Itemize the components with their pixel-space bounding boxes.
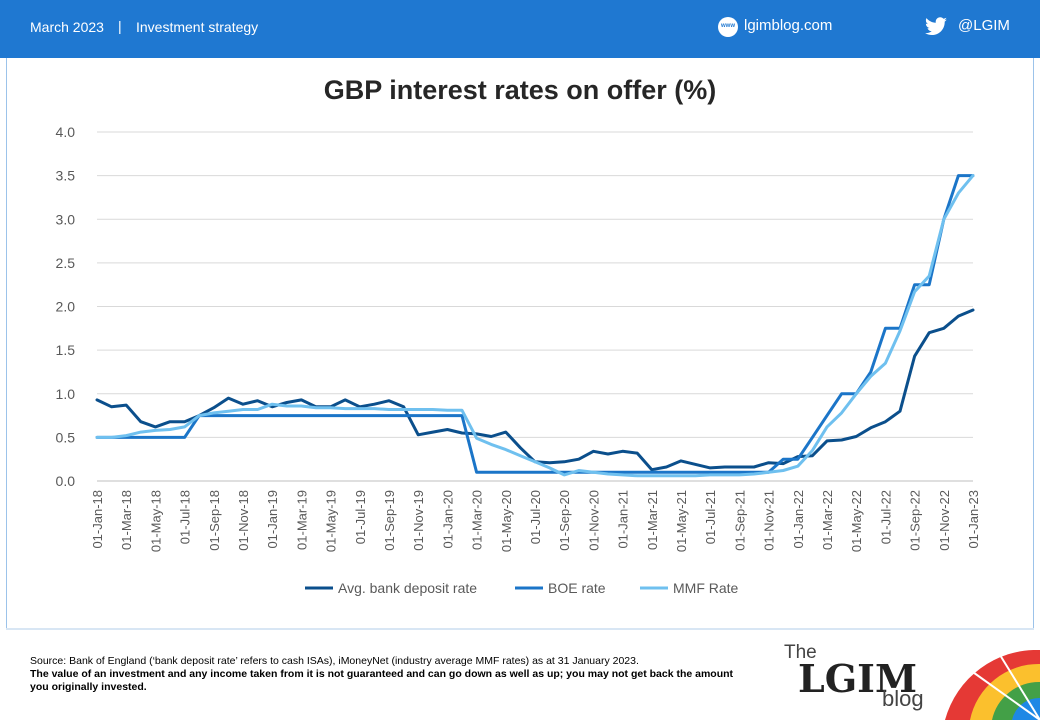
line-chart: 0.0 0.5 1.0 1.5 2.0 2.5 3.0 3.5 4.0 01-Jan-18 01-M…: [56, 124, 981, 596]
y-tick-label: 3.0: [56, 211, 76, 227]
source-note: Source: Bank of England (‘bank deposit r…: [30, 655, 639, 667]
series-line-1: [95, 308, 975, 472]
x-tick-label: 01-Jan-21: [616, 490, 631, 549]
series-line-3: [95, 174, 975, 478]
x-tick-label: 01-Jul-19: [353, 490, 368, 544]
header-date: March 2023: [30, 19, 104, 35]
series-line-2: [95, 174, 975, 474]
x-tick-label: 01-Mar-18: [119, 490, 134, 550]
y-tick-label: 1.0: [56, 386, 76, 402]
x-tick-label: 01-Jan-23: [966, 490, 981, 549]
y-tick-label: 1.5: [56, 342, 76, 358]
x-tick-label: 01-May-20: [499, 490, 514, 552]
x-tick-label: 01-Jul-18: [178, 490, 193, 544]
x-tick-label: 01-Nov-22: [937, 490, 952, 551]
x-tick-label: 01-Jul-21: [703, 490, 718, 544]
x-tick-label: 01-Sep-22: [908, 490, 923, 551]
y-tick-label: 4.0: [56, 124, 76, 140]
header-separator: |: [118, 18, 122, 34]
x-tick-label: 01-Jan-20: [440, 490, 455, 549]
twitter-handle[interactable]: @LGIM: [958, 17, 1010, 34]
x-tick-label: 01-Nov-20: [586, 490, 601, 551]
x-tick-label: 01-Mar-21: [645, 490, 660, 550]
y-tick-label: 2.5: [56, 255, 76, 271]
x-tick-label: 01-Sep-21: [732, 490, 747, 551]
footer-divider: [6, 628, 1034, 630]
site-link[interactable]: lgimblog.com: [744, 17, 833, 34]
x-tick-label: 01-Jan-22: [791, 490, 806, 549]
disclaimer: The value of an investment and any incom…: [30, 668, 734, 693]
logo-lgim: LGIM: [798, 656, 918, 701]
x-tick-label: 01-Jan-18: [90, 490, 105, 549]
x-tick-label: 01-Mar-20: [470, 490, 485, 550]
x-tick-label: 01-Mar-22: [820, 490, 835, 550]
x-tick-label: 01-Nov-18: [236, 490, 251, 551]
x-tick-label: 01-Sep-18: [207, 490, 222, 551]
legend-label: Avg. bank deposit rate: [338, 580, 477, 596]
x-tick-label: 01-Jan-19: [265, 490, 280, 549]
chart-title: GBP interest rates on offer (%): [323, 75, 717, 105]
legend-label: BOE rate: [548, 580, 606, 596]
x-tick-label: 01-Jul-22: [878, 490, 893, 544]
x-tick-label: 01-Sep-19: [382, 490, 397, 551]
umbrella-logo-icon: [945, 650, 1040, 720]
header-section: Investment strategy: [136, 19, 259, 35]
x-tick-label: 01-Sep-20: [557, 490, 572, 551]
x-tick-label: 01-May-19: [324, 490, 339, 552]
y-tick-label: 0.5: [56, 429, 76, 445]
globe-icon-label: www: [720, 23, 735, 29]
twitter-bird-icon: [925, 17, 947, 35]
x-tick-label: 01-Nov-21: [762, 490, 777, 551]
x-tick-label: 01-May-22: [849, 490, 864, 552]
globe-icon: www: [718, 17, 738, 37]
header-bar: March 2023 | Investment strategy www lgi…: [0, 0, 1040, 58]
y-tick-label: 0.0: [56, 473, 76, 489]
x-tick-label: 01-Mar-19: [294, 490, 309, 550]
x-tick-label: 01-Jul-20: [528, 490, 543, 544]
x-tick-label: 01-May-18: [148, 490, 163, 552]
y-tick-label: 2.0: [56, 299, 76, 315]
x-tick-label: 01-May-21: [674, 490, 689, 552]
logo-the: The: [784, 642, 817, 663]
footer: Source: Bank of England (‘bank deposit r…: [30, 655, 750, 694]
legend-label: MMF Rate: [673, 580, 739, 596]
y-tick-label: 3.5: [56, 168, 76, 184]
x-tick-label: 01-Nov-19: [411, 490, 426, 551]
chart-panel: [6, 58, 1034, 628]
logo-blog: blog: [882, 686, 924, 711]
